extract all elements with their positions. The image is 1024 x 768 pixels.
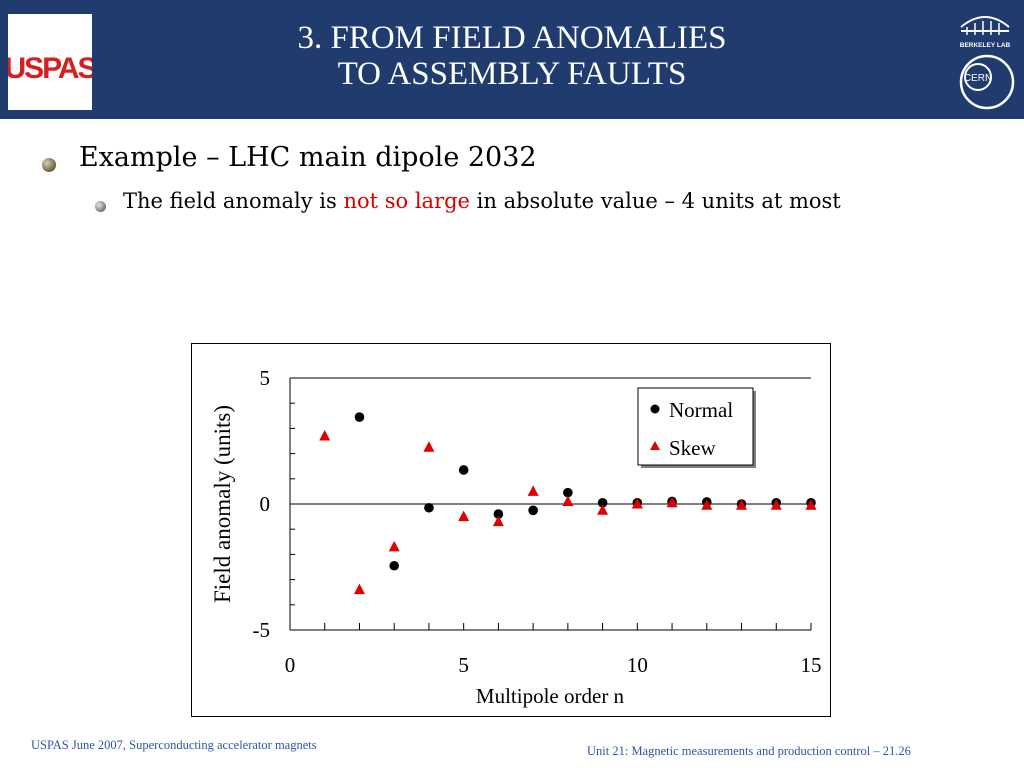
footer-left-text: USPAS June 2007, Superconducting acceler… bbox=[31, 738, 317, 752]
bullet-text-level1: Example – LHC main dipole 2032 bbox=[79, 142, 537, 173]
uspas-logo: USPAS bbox=[8, 14, 92, 110]
x-axis-label: Multipole order n bbox=[476, 684, 625, 708]
data-point-skew bbox=[527, 485, 539, 496]
y-tick-label: 5 bbox=[260, 366, 271, 390]
legend-label-skew: Skew bbox=[669, 436, 717, 460]
bullet2-text-pre: The field anomaly is bbox=[123, 189, 344, 213]
title-line-2: TO ASSEMBLY FAULTS bbox=[337, 56, 687, 92]
legend-marker-skew bbox=[650, 441, 660, 450]
data-point-normal bbox=[563, 487, 573, 498]
slide-header: USPAS 3. FROM FIELD ANOMALIES TO ASSEMBL… bbox=[0, 0, 1024, 119]
chart-frame: 0 5 10 15 5 0 -5 Field anomaly (units) Multipo… bbox=[191, 343, 831, 717]
x-tick-label: 5 bbox=[458, 653, 469, 677]
x-tick-label: 15 bbox=[801, 653, 822, 677]
footer-right-text: Unit 21: Magnetic measurements and produ… bbox=[587, 744, 911, 758]
bullet-marker-level1 bbox=[42, 158, 56, 172]
data-point-normal bbox=[493, 509, 504, 519]
data-point-normal bbox=[528, 505, 538, 516]
uspas-logo-text: USPAS bbox=[8, 52, 92, 85]
data-point-skew bbox=[319, 429, 331, 441]
bullet-text-level2: The field anomaly is not so large in abs… bbox=[123, 189, 841, 213]
bullet2-text-emphasis: not so large bbox=[343, 189, 470, 213]
data-point-normal bbox=[354, 412, 365, 422]
berkeley-lab-logo: BERKELEY LAB bbox=[960, 16, 1011, 49]
data-point-skew bbox=[388, 540, 400, 552]
data-point-normal bbox=[597, 497, 608, 508]
data-point-skew bbox=[666, 496, 678, 508]
bullet-marker-level2 bbox=[95, 201, 106, 212]
data-point-skew bbox=[770, 499, 782, 510]
data-point-normal bbox=[424, 502, 434, 513]
data-point-skew bbox=[458, 510, 470, 522]
bullet2-text-post: in absolute value – 4 units at most bbox=[469, 189, 841, 213]
data-point-normal bbox=[389, 560, 399, 571]
data-point-skew bbox=[597, 504, 609, 515]
y-tick-label: 0 bbox=[260, 492, 271, 516]
legend-marker-normal bbox=[650, 404, 660, 414]
title-line-1: 3. FROM FIELD ANOMALIES bbox=[297, 20, 727, 56]
berkeley-lab-logo-text: BERKELEY LAB bbox=[960, 42, 1011, 49]
x-tick-label: 0 bbox=[285, 653, 296, 677]
x-tick-label: 10 bbox=[627, 653, 648, 677]
y-tick-label: -5 bbox=[253, 618, 271, 642]
legend-label-normal: Normal bbox=[669, 398, 733, 422]
slide-title: 3. FROM FIELD ANOMALIES TO ASSEMBLY FAUL… bbox=[0, 20, 1024, 92]
data-point-skew bbox=[492, 515, 504, 527]
data-point-normal bbox=[458, 465, 469, 475]
data-point-skew bbox=[562, 495, 574, 506]
data-point-skew bbox=[423, 441, 435, 452]
data-point-skew bbox=[736, 499, 748, 510]
data-point-skew bbox=[701, 499, 713, 510]
cern-logo-text: CERN bbox=[964, 73, 992, 84]
cern-logo: CERN bbox=[959, 54, 1015, 110]
chart-legend: Normal Skew bbox=[637, 387, 756, 468]
scatter-chart: 0 5 10 15 5 0 -5 Field anomaly (units) Multipo… bbox=[210, 366, 822, 708]
y-axis-label: Field anomaly (units) bbox=[210, 405, 235, 603]
data-point-skew bbox=[631, 498, 643, 509]
data-point-skew bbox=[353, 583, 365, 595]
data-point-skew bbox=[805, 499, 817, 510]
